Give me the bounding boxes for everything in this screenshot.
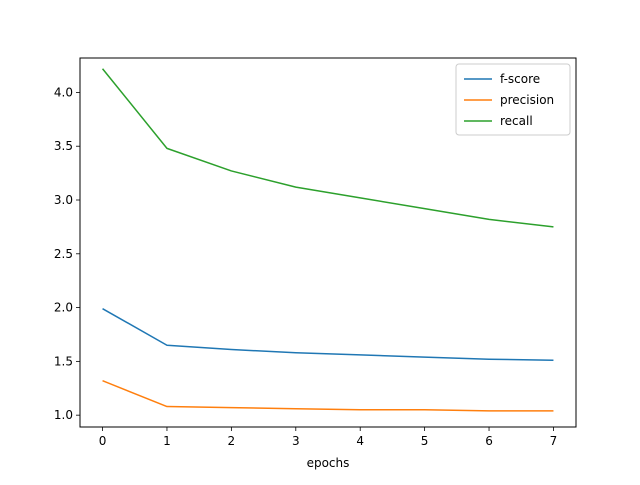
series-layer [101, 68, 554, 412]
legend-frame [455, 63, 571, 136]
x-tick-label: 0 [99, 434, 107, 448]
y-tick-label: 3.5 [54, 139, 73, 153]
x-tick-label: 5 [421, 434, 429, 448]
x-tick-label: 1 [163, 434, 171, 448]
legend: f-score precision recall [455, 63, 571, 136]
y-tick-label: 2.5 [54, 247, 73, 261]
x-tick-label: 2 [228, 434, 236, 448]
y-tick-label: 3.0 [54, 193, 73, 207]
legend-label-f-score: f-score [500, 72, 540, 86]
y-tick-label: 2.0 [54, 301, 73, 315]
y-tick-label: 1.5 [54, 354, 73, 368]
series-line-precision [102, 380, 554, 412]
x-tick-label: 6 [485, 434, 493, 448]
plot-area-frame [79, 57, 577, 428]
y-tick-label: 1.0 [54, 408, 73, 422]
y-axis: 1.0 1.5 2.0 2.5 3.0 3.5 4.0 [54, 85, 80, 422]
series-line-f-score [102, 308, 554, 362]
x-tick-label: 7 [550, 434, 558, 448]
x-axis: 0 1 2 3 4 5 6 7 [99, 427, 558, 448]
series-line-recall [101, 68, 554, 228]
legend-label-recall: recall [500, 114, 533, 128]
x-tick-label: 3 [292, 434, 300, 448]
x-axis-label: epochs [307, 456, 350, 470]
x-tick-label: 4 [356, 434, 364, 448]
legend-label-precision: precision [500, 93, 554, 107]
y-tick-label: 4.0 [54, 85, 73, 99]
